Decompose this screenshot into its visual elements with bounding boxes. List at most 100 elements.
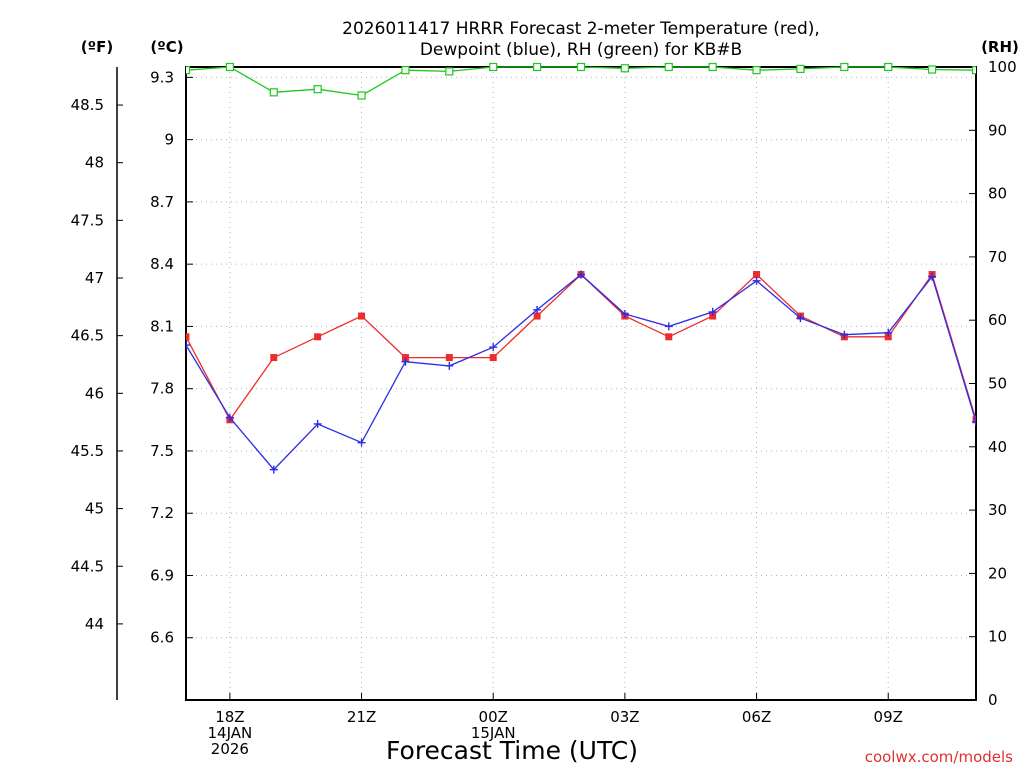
x-tick-label: 00Z [479, 708, 508, 726]
temperature-point [533, 312, 541, 320]
dewpoint-point [796, 314, 805, 323]
rh-point [186, 66, 191, 75]
rh-unit-label: (RH) [981, 38, 1019, 56]
x-axis-label: Forecast Time (UTC) [386, 736, 638, 765]
rh-point [708, 62, 717, 72]
celsius-tick-label: 9 [164, 131, 174, 149]
dewpoint-point [577, 270, 585, 279]
temperature-point [270, 354, 278, 362]
temperature-point [665, 333, 673, 341]
fahrenheit-tick-label: 48 [85, 154, 104, 172]
celsius-unit-label: (ºC) [150, 38, 183, 56]
rh-point [489, 62, 498, 72]
fahrenheit-tick-label: 47 [85, 269, 104, 287]
credit-label: coolwx.com/models [865, 748, 1013, 766]
dewpoint-point [972, 417, 976, 426]
dewpoint-point [840, 330, 849, 339]
celsius-tick-label: 7.2 [150, 504, 174, 522]
fahrenheit-tick-label: 46 [85, 384, 104, 402]
rh-point [620, 64, 629, 73]
celsius-tick-label: 8.7 [150, 193, 174, 211]
fahrenheit-tick-label: 47.5 [71, 211, 104, 229]
celsius-tick-label: 9.3 [150, 68, 174, 86]
rh-point [752, 66, 761, 75]
rh-point [401, 66, 410, 75]
temperature-point [445, 354, 453, 362]
x-tick-label: 21Z [347, 708, 376, 726]
chart-title-line-1: 2026011417 HRRR Forecast 2-meter Tempera… [342, 19, 820, 39]
x-tick-label: 15JAN [471, 724, 516, 742]
rh-point [269, 88, 278, 97]
fahrenheit-tick-label: 45 [85, 500, 104, 518]
rh-point [971, 66, 976, 75]
dewpoint-point [708, 307, 717, 316]
rh-tick-label: 70 [988, 248, 1007, 266]
dewpoint-point [533, 305, 542, 314]
temperature-point [314, 333, 322, 341]
rh-tick-label: 20 [988, 564, 1007, 582]
rh-tick-label: 10 [988, 628, 1007, 646]
dewpoint-point [269, 465, 278, 474]
rh-point [928, 65, 937, 74]
temperature-point [884, 333, 892, 341]
fahrenheit-unit-label: (ºF) [81, 38, 113, 56]
rh-tick-label: 30 [988, 501, 1007, 519]
dewpoint-point [884, 328, 893, 337]
rh-tick-label: 80 [988, 185, 1007, 203]
dewpoint-point [664, 322, 673, 331]
x-tick-label: 06Z [742, 708, 771, 726]
dewpoint-point [357, 438, 366, 447]
celsius-tick-label: 6.9 [150, 566, 174, 584]
x-tick-label: 14JAN [208, 724, 253, 742]
dewpoint-point [620, 309, 629, 318]
celsius-tick-label: 7.8 [150, 380, 174, 398]
rh-point [664, 62, 673, 72]
rh-point [313, 85, 322, 94]
plot-frame [185, 66, 977, 701]
dewpoint-point [186, 341, 190, 350]
dewpoint-point [928, 272, 937, 281]
fahrenheit-tick-label: 44 [85, 615, 104, 633]
temperature-point [401, 354, 409, 362]
temperature-point [358, 312, 366, 320]
rh-point [445, 67, 454, 76]
rh-tick-label: 90 [988, 121, 1007, 139]
temperature-point [489, 354, 497, 362]
rh-point [533, 62, 542, 72]
temperature-point [753, 271, 761, 279]
dewpoint-point [445, 361, 454, 370]
rh-tick-label: 60 [988, 311, 1007, 329]
rh-point [840, 62, 849, 72]
temperature-series-line [186, 273, 976, 422]
rh-tick-label: 50 [988, 375, 1007, 393]
dewpoint-point [752, 276, 761, 285]
celsius-tick-label: 8.1 [150, 317, 174, 335]
dewpoint-point [489, 343, 498, 352]
rh-point [884, 62, 893, 72]
dewpoint-point [401, 357, 410, 366]
fahrenheit-tick-label: 48.5 [71, 96, 104, 114]
fahrenheit-tick-label: 46.5 [71, 327, 104, 345]
fahrenheit-tick-label: 44.5 [71, 557, 104, 575]
dewpoint-point [313, 419, 322, 428]
rh-point [796, 64, 805, 73]
dewpoint-point [225, 413, 234, 422]
chart-title-line-2: Dewpoint (blue), RH (green) for KB#B [420, 40, 742, 60]
temperature-point [186, 333, 190, 341]
rh-point [357, 91, 366, 100]
rh-point [576, 62, 586, 72]
celsius-tick-label: 6.6 [150, 629, 174, 647]
rh-point [225, 62, 234, 72]
x-tick-label: 2026 [211, 740, 249, 758]
celsius-tick-label: 8.4 [150, 255, 174, 273]
x-tick-label: 18Z [215, 708, 244, 726]
rh-tick-label: 0 [988, 691, 998, 709]
dewpoint-series-line [186, 273, 976, 471]
celsius-tick-label: 7.5 [150, 442, 174, 460]
rh-series-line [186, 66, 976, 97]
x-tick-label: 03Z [610, 708, 639, 726]
rh-tick-label: 100 [988, 58, 1017, 76]
rh-tick-label: 40 [988, 438, 1007, 456]
